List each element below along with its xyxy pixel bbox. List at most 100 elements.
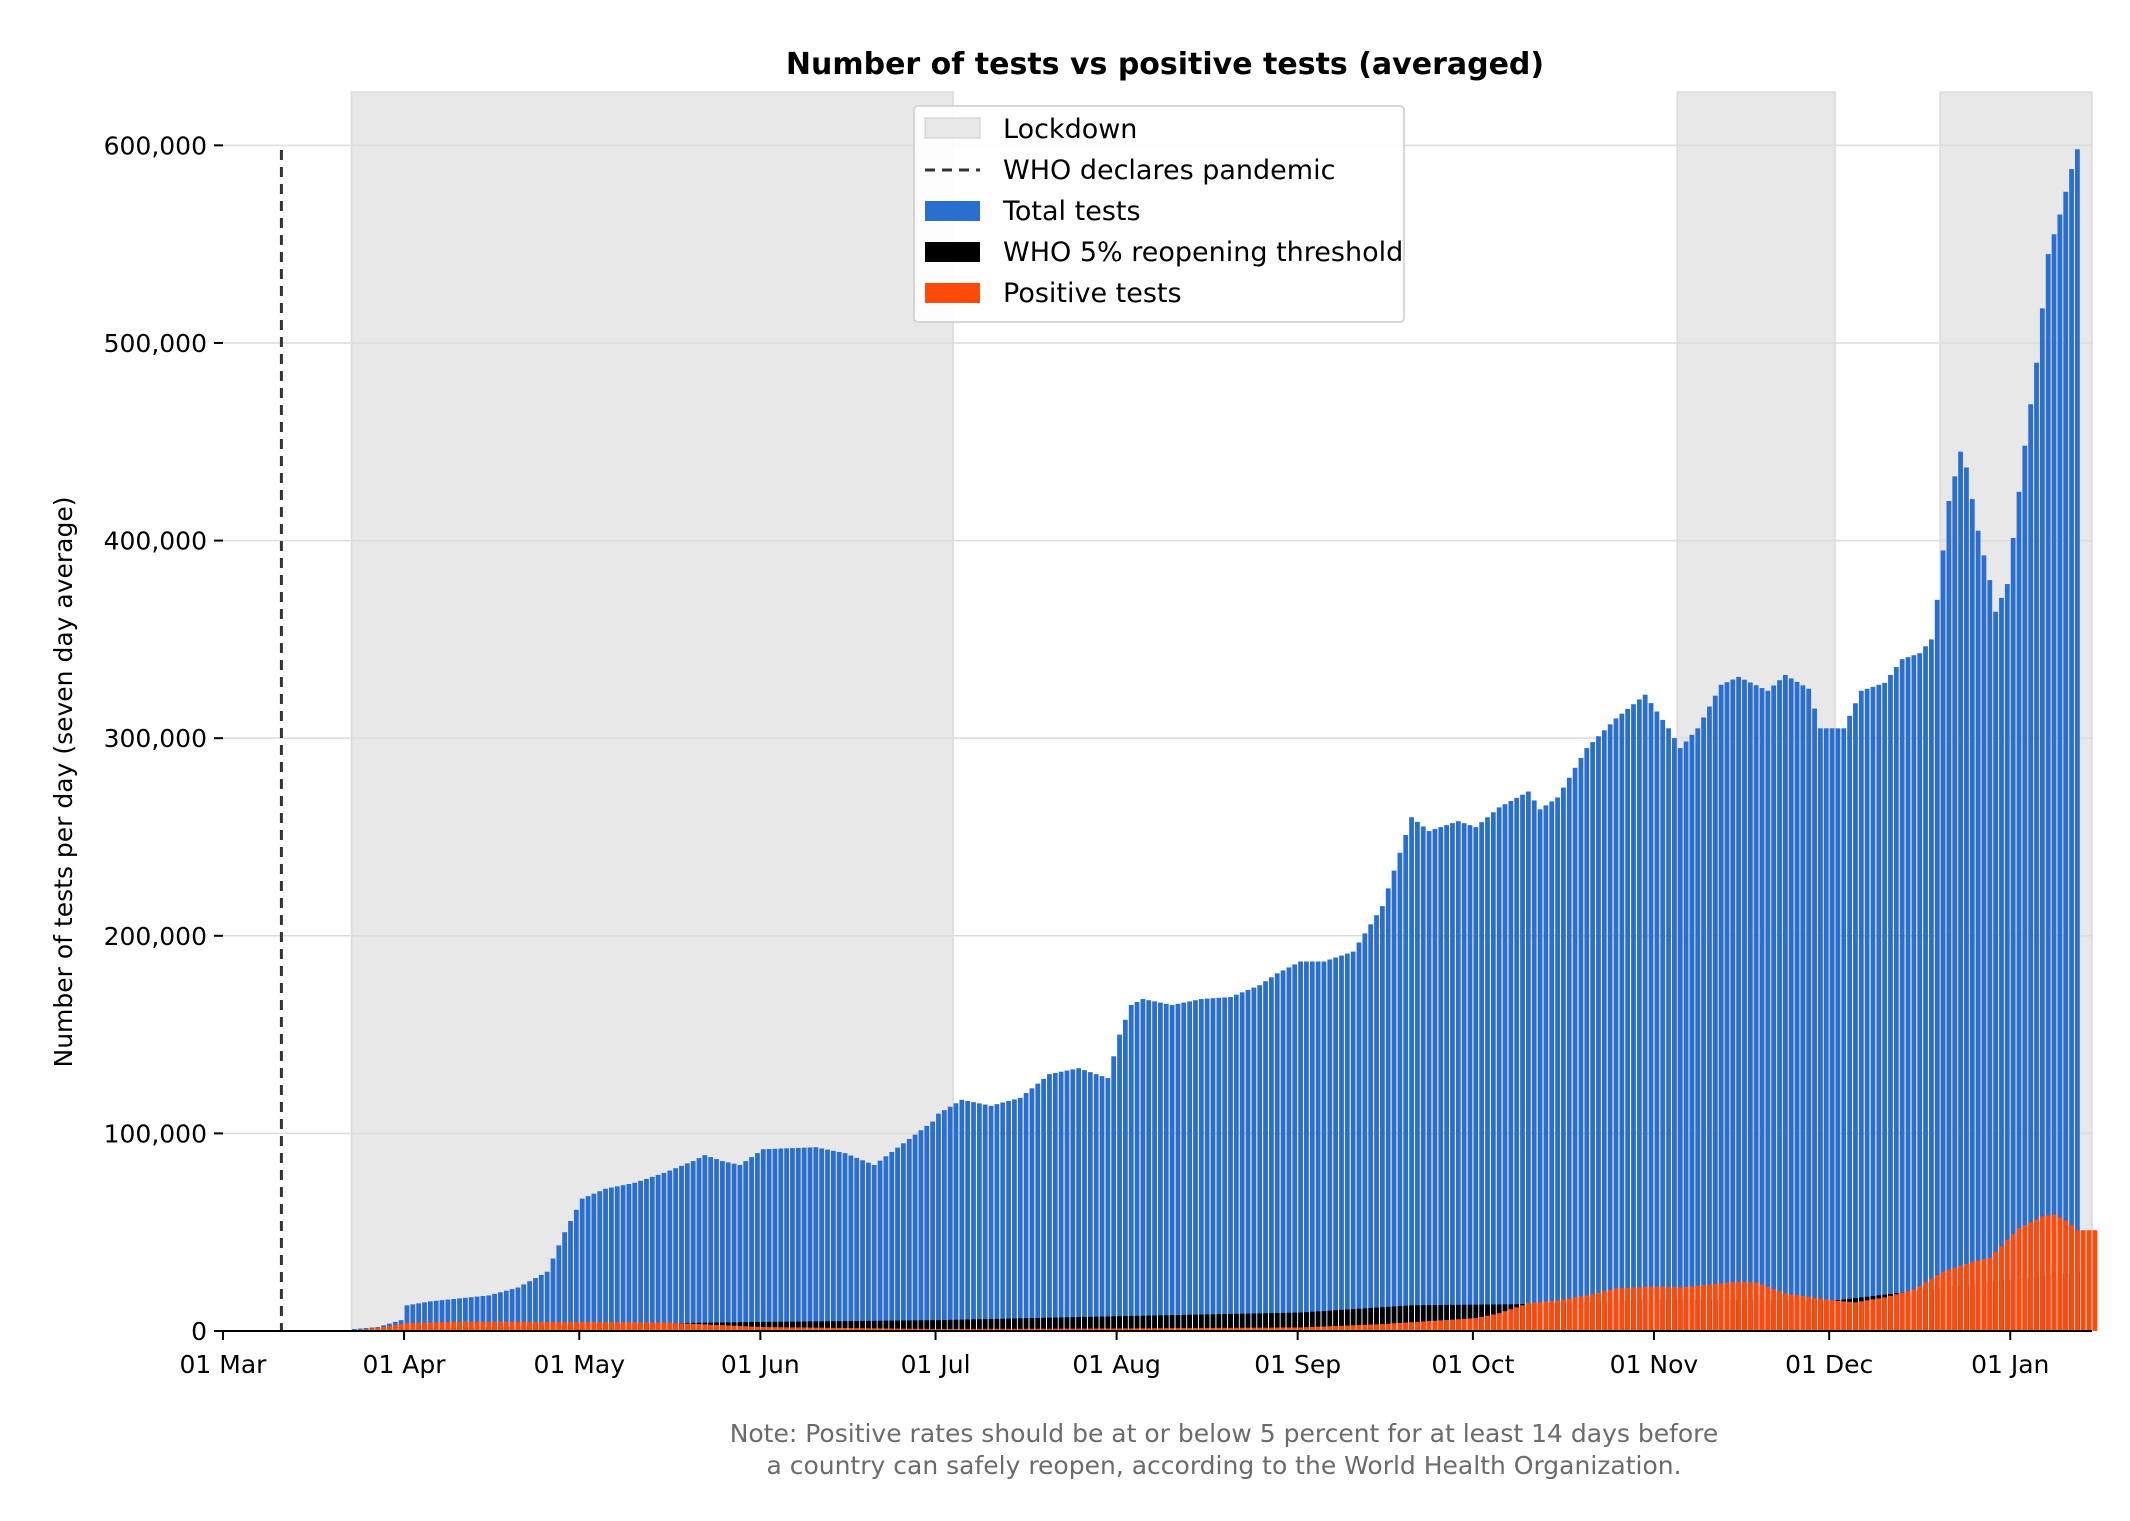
total-tests-bar <box>1636 699 1642 1331</box>
positive-tests-bar <box>667 1322 673 1331</box>
positive-tests-bar <box>947 1328 953 1331</box>
threshold-bar <box>1379 1307 1385 1331</box>
total-tests-bar <box>1304 961 1309 1331</box>
positive-tests-bar <box>1409 1322 1414 1331</box>
total-tests-bar <box>1263 981 1268 1331</box>
total-tests-bar <box>1485 817 1490 1331</box>
total-tests-bar <box>1181 1002 1187 1331</box>
total-tests-bar <box>2075 149 2080 1332</box>
total-tests-bar <box>1496 807 1502 1331</box>
total-tests-bar <box>1298 961 1303 1331</box>
total-tests-bar <box>971 1102 976 1331</box>
positive-tests-bar <box>1052 1328 1058 1331</box>
positive-tests-bar <box>1911 1289 1917 1331</box>
positive-tests-bar <box>527 1321 533 1331</box>
x-tick-label: 01 Oct <box>1431 1350 1514 1379</box>
total-tests-bar <box>2039 308 2045 1331</box>
threshold-bar <box>912 1320 918 1331</box>
positive-tests-bar <box>480 1321 486 1331</box>
positive-tests-bar <box>573 1322 579 1331</box>
positive-tests-bar <box>1333 1326 1339 1331</box>
total-tests-bar <box>1607 724 1613 1331</box>
positive-tests-bar <box>2063 1220 2069 1331</box>
positive-tests-bar <box>568 1322 573 1331</box>
total-tests-bar <box>871 1165 877 1331</box>
positive-tests-bar <box>1397 1322 1403 1331</box>
positive-tests-bar <box>2080 1230 2086 1331</box>
positive-tests-bar <box>1993 1251 1999 1331</box>
threshold-bar <box>1450 1304 1455 1331</box>
positive-tests-bar <box>1794 1295 1800 1331</box>
total-tests-bar <box>1047 1074 1052 1331</box>
total-tests-bar <box>1017 1097 1023 1331</box>
total-tests-bar <box>1000 1102 1006 1331</box>
positive-tests-bar <box>387 1326 392 1331</box>
positive-tests-bar <box>1590 1294 1596 1331</box>
positive-tests-bar <box>1222 1327 1228 1331</box>
positive-tests-bar <box>1374 1324 1379 1331</box>
positive-tests-bar <box>1928 1278 1934 1331</box>
total-tests-bar <box>573 1209 579 1331</box>
y-tick-label: 300,000 <box>104 724 207 753</box>
positive-tests-bar <box>778 1327 784 1331</box>
total-tests-bar <box>422 1302 427 1331</box>
positive-tests-bar <box>655 1322 661 1331</box>
total-tests-bar <box>1058 1071 1064 1331</box>
positive-tests-bar <box>1596 1292 1601 1331</box>
y-tick-label: 400,000 <box>104 527 207 556</box>
total-tests-bar <box>1111 1056 1117 1331</box>
x-tick-label: 01 Mar <box>180 1350 268 1379</box>
total-tests-bar <box>1122 1019 1128 1331</box>
total-tests-bar <box>1093 1074 1099 1331</box>
threshold-bar <box>790 1321 795 1331</box>
positive-tests-bar <box>848 1328 854 1331</box>
positive-tests-bar <box>620 1322 626 1331</box>
total-tests-bar <box>1450 823 1455 1331</box>
y-tick-label: 500,000 <box>104 329 207 358</box>
total-tests-bar <box>492 1293 497 1331</box>
total-tests-bar <box>1041 1078 1047 1331</box>
positive-tests-bar <box>1508 1309 1514 1331</box>
positive-tests-bar <box>1309 1326 1315 1331</box>
total-tests-bar <box>1707 706 1712 1331</box>
total-tests-bar <box>1117 1034 1122 1331</box>
positive-tests-bar <box>2034 1219 2039 1331</box>
threshold-bar <box>1339 1309 1344 1331</box>
threshold-bar <box>807 1321 813 1331</box>
positive-tests-bar <box>1934 1275 1940 1331</box>
positive-tests-bar <box>959 1328 965 1331</box>
threshold-bar <box>848 1321 854 1331</box>
positive-tests-bar <box>369 1328 375 1331</box>
positive-tests-bar <box>1572 1297 1578 1331</box>
total-tests-bar <box>638 1180 643 1331</box>
total-tests-bar <box>684 1163 690 1331</box>
total-tests-bar <box>1905 657 1911 1331</box>
threshold-bar <box>1344 1309 1350 1331</box>
total-tests-bar <box>655 1174 661 1331</box>
positive-tests-bar <box>1321 1326 1327 1331</box>
positive-tests-bar <box>1525 1303 1531 1331</box>
threshold-bar <box>784 1321 790 1331</box>
total-tests-bar <box>1578 757 1584 1331</box>
total-tests-bar <box>1309 961 1315 1331</box>
total-tests-bar <box>1438 827 1444 1331</box>
positive-tests-bar <box>1718 1283 1724 1331</box>
positive-tests-bar <box>906 1328 912 1331</box>
total-tests-bar <box>708 1157 714 1331</box>
positive-tests-bar <box>1812 1297 1817 1331</box>
total-tests-bar <box>1987 580 1993 1331</box>
positive-tests-bar <box>579 1322 585 1331</box>
positive-tests-bar <box>2092 1230 2098 1331</box>
positive-tests-bar <box>609 1322 614 1331</box>
positive-tests-bar <box>1514 1307 1520 1331</box>
total-tests-bar <box>1730 679 1736 1331</box>
total-tests-bar <box>848 1155 854 1331</box>
total-tests-bar <box>1788 678 1794 1331</box>
positive-tests-bar <box>1158 1328 1163 1331</box>
total-tests-bar <box>1274 973 1280 1331</box>
total-tests-bar <box>1233 994 1239 1331</box>
threshold-bar <box>830 1321 836 1331</box>
positive-tests-bar <box>1035 1328 1041 1331</box>
threshold-bar <box>854 1320 860 1331</box>
total-tests-bar <box>609 1187 614 1331</box>
